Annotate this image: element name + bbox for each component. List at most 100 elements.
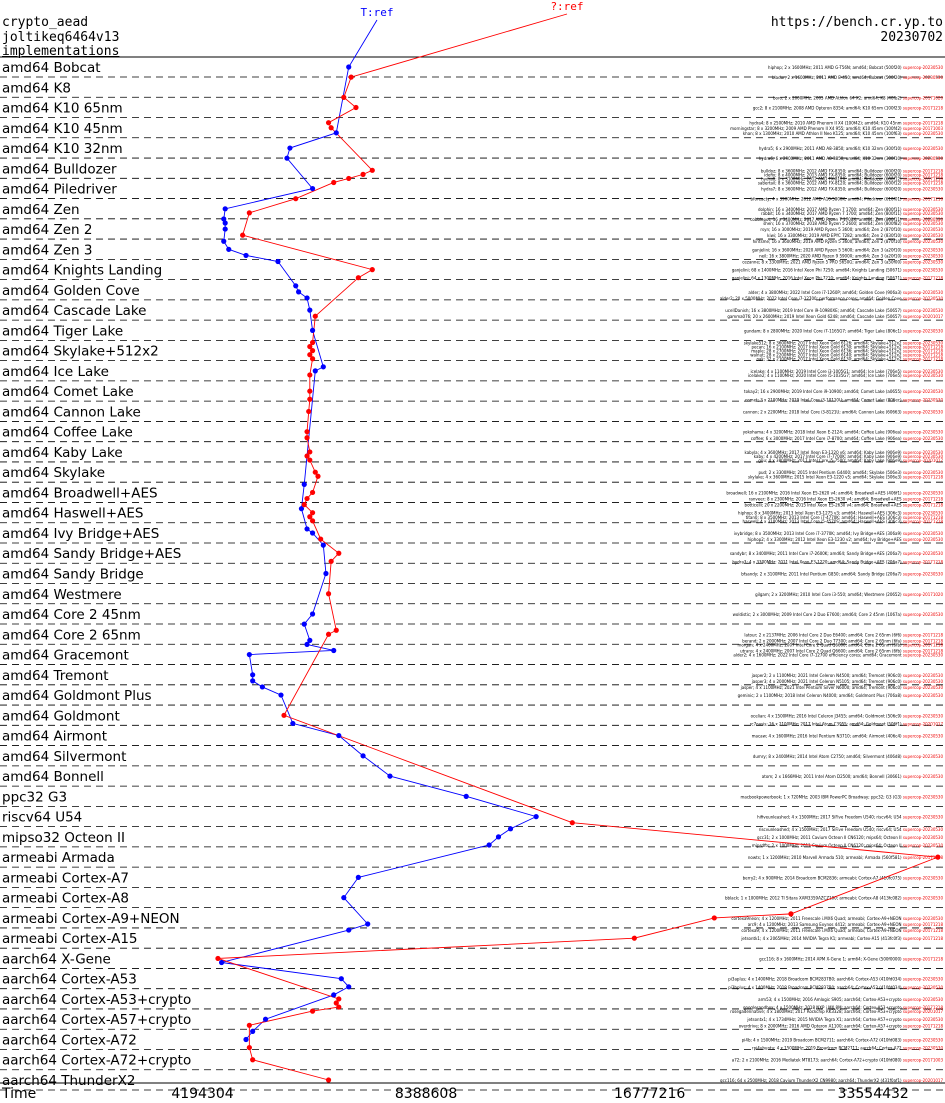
category-label: amd64 Zen 2 xyxy=(2,222,92,238)
machine-label: macaw; 4 x 1600MHz; 2016 Intel Pentium N… xyxy=(752,734,944,739)
data-point xyxy=(275,258,281,265)
data-point xyxy=(346,927,352,933)
machine-label: jasper2; 2 x 1100MHz; 2021 Intel Celeron… xyxy=(751,673,944,678)
machine-desc: ivybridge; 8 x 3500MHz; 2013 Intel Core … xyxy=(734,531,903,536)
machine-desc: kiwi; 16 x 3300MHz; 2019 AMD EPYC 7282; … xyxy=(767,233,903,238)
data-point xyxy=(250,678,256,684)
data-point xyxy=(336,1004,342,1010)
data-point xyxy=(284,155,290,161)
machine-label: arc9; 4 x 1200MHz; 2013 Samsung Exynos 4… xyxy=(748,922,944,927)
machine-label: utrans; 4 x 2400MHz; 2007 Intel Core 2 Q… xyxy=(740,648,943,653)
category-label: mipso32 Octeon II xyxy=(2,830,125,846)
machine-record: supercop-20230530 xyxy=(903,875,944,880)
machine-record: supercop-20171218 xyxy=(903,1023,944,1028)
machine-label: a72; 2 x 2100MHz; 2016 Mediatek MT8173; … xyxy=(732,1058,944,1063)
machine-label: yokohama; 4 x 3200MHz; 2018 Intel Xeon E… xyxy=(743,430,944,435)
machine-label: kabyla; 4 x 3600MHz; 2017 Intel Xeon E3-… xyxy=(744,450,943,455)
machine-label: kaby; 4 x 4200MHz; 2017 Intel Core i7-77… xyxy=(754,454,944,459)
machine-record: supercop-20171218 xyxy=(903,168,944,173)
data-point xyxy=(369,267,375,273)
category-label: amd64 Sandy Bridge xyxy=(2,567,144,583)
machine-desc: gcc116; 8 x 1600MHz; 2014 APM X-Gene 1; … xyxy=(759,956,903,961)
data-point xyxy=(309,611,316,617)
machine-record: supercop-20230530 xyxy=(903,259,944,264)
source-url: https://bench.cr.yp.to xyxy=(771,15,943,30)
category-label: amd64 K8 xyxy=(2,80,71,96)
machine-label: hydra4; 8 x 2500MHz; 2010 AMD Phenom II … xyxy=(749,121,943,126)
machine-record: supercop-20230530 xyxy=(903,397,944,402)
machine-label: kiwi; 16 x 3300MHz; 2019 AMD EPYC 7282; … xyxy=(767,233,943,238)
machine-desc: sandybr; 8 x 3400MHz; 2011 Intel Core i7… xyxy=(730,551,903,556)
machine-record: supercop-20171218 xyxy=(903,642,944,647)
category-label: amd64 Ice Lake xyxy=(2,364,109,380)
data-point xyxy=(312,313,318,319)
machine-label: googlesandbox; 4 x 1500MHz; 2018 NXP i.M… xyxy=(743,1005,943,1010)
machine-record: supercop-20230530 xyxy=(903,207,944,212)
category-label: amd64 Ivy Bridge+AES xyxy=(2,526,159,542)
machine-label: cortexa9; 4 x 1200MHz; 2011 Freescale i.… xyxy=(741,928,943,933)
machine-desc: jasper; 4 x 1100MHz; 2021 Intel Pentium … xyxy=(740,685,903,690)
machine-label: neil; 16 x 3800MHz; 2020 AMD Ryzen 9 590… xyxy=(759,253,943,258)
machine-desc: bulldoz; 8 x 3600MHz; 2012 AMD FX-8350; … xyxy=(761,168,903,173)
data-point xyxy=(325,1077,332,1083)
category-label: amd64 Haswell+AES xyxy=(2,506,143,522)
data-point xyxy=(569,820,575,826)
data-point xyxy=(355,275,361,281)
category-label: amd64 Airmont xyxy=(2,729,107,745)
data-point xyxy=(325,631,332,637)
machine-desc: ocelian; 4 x 1500MHz; 2016 Intel Celeron… xyxy=(751,713,903,718)
machine-desc: coffee; 6 x 3000MHz; 2017 Intel Core i7-… xyxy=(751,436,903,441)
machine-label: gundam; 8 x 2800MHz; 2020 Intel Core i7-… xyxy=(744,328,944,333)
machine-label: comet; 3 x 2100MHz; 2019 Intel Core i3-1… xyxy=(745,397,943,402)
machine-record: supercop-20171218 xyxy=(903,559,944,564)
machine-label: geminic; 2 x 1100MHz; 2018 Intel Celeron… xyxy=(738,693,944,698)
machine-label: icelake; 4 x 1100MHz; 2019 Intel Core i3… xyxy=(750,369,943,374)
machine-label: walnut; 28 x 2200MHz; 2017 Intel Xeon Go… xyxy=(750,353,943,358)
machine-label: pecan; 16 x 2100MHz; 2017 Intel Xeon Gol… xyxy=(752,345,944,350)
category-label: amd64 Skylake xyxy=(2,465,105,481)
machine-desc: comet; 3 x 2100MHz; 2019 Intel Core i3-1… xyxy=(745,397,903,402)
machine-desc: hydra6; 6 x 2900MHz; 2011 AMD A8-3850; a… xyxy=(759,156,903,161)
data-point xyxy=(507,826,514,832)
data-point xyxy=(369,167,375,173)
machine-label: macbookpowerbook; 1 x 720MHz; 2003 IBM P… xyxy=(740,794,943,799)
machine-label: cannon; 2 x 2200MHz; 2018 Intel Core i3-… xyxy=(743,409,944,414)
data-point xyxy=(309,489,316,496)
category-label: amd64 Silvermont xyxy=(2,749,126,765)
category-label: amd64 Comet Lake xyxy=(2,384,134,400)
machine-label: alder2; 4 x 1600MHz; 2022 Intel Core i7-… xyxy=(733,653,943,658)
data-point xyxy=(309,327,316,333)
category-label: aarch64 Cortex-A53+crypto xyxy=(2,992,191,1008)
data-point xyxy=(346,175,352,182)
data-point xyxy=(336,550,342,556)
machine-record: supercop-20230530 xyxy=(903,187,944,192)
machine-record: supercop-20230530 xyxy=(903,490,944,495)
category-label: amd64 Tiger Lake xyxy=(2,323,123,339)
data-point xyxy=(301,481,307,487)
category-label: amd64 Knights Landing xyxy=(2,263,162,279)
machine-desc: icelake; 4 x 1100MHz; 2019 Intel Core i3… xyxy=(750,369,902,374)
machine-record: supercop-20171218 xyxy=(903,638,944,643)
machine-desc: gamma076; 20 x 2600MHz; 2019 Intel Xeon … xyxy=(727,314,903,319)
implementations-link[interactable]: implementations xyxy=(2,44,119,59)
data-point xyxy=(304,435,310,441)
data-point xyxy=(333,627,339,633)
machine-record: supercop-20201017 xyxy=(903,1009,944,1014)
machine-desc: pud; 2 x 3300MHz; 2015 Intel Pentium G44… xyxy=(758,470,902,475)
category-label: amd64 Bulldozer xyxy=(2,161,117,177)
data-point xyxy=(307,514,313,520)
data-point xyxy=(387,773,393,779)
machine-record: supercop-20230530 xyxy=(903,685,944,690)
x-tick-label: 16777216 xyxy=(614,1086,685,1102)
data-point xyxy=(348,74,354,80)
machine-label: jasper3; 4 x 2000MHz; 2021 Intel Celeron… xyxy=(751,679,944,684)
machine-label: dolphin; 16 x 3400MHz; 2017 AMD Ryzen 7 … xyxy=(758,207,943,212)
machine-desc: shen; 16 x 3700MHz; 2018 AMD Ryzen 5 260… xyxy=(763,221,903,226)
machine-label: latour; 2 x 2137MHz; 2006 Intel Core 2 D… xyxy=(744,632,943,637)
machine-record: supercop-20230530 xyxy=(903,211,944,216)
machine-record: supercop-20201017 xyxy=(903,314,944,319)
category-label: aarch64 ThunderX2 xyxy=(2,1073,135,1089)
data-point xyxy=(304,429,310,435)
machine-record: supercop-20171020 xyxy=(903,592,944,597)
machine-desc: gcc31; 2 x 1000MHz; 2011 Cavium Octeon I… xyxy=(757,835,903,840)
